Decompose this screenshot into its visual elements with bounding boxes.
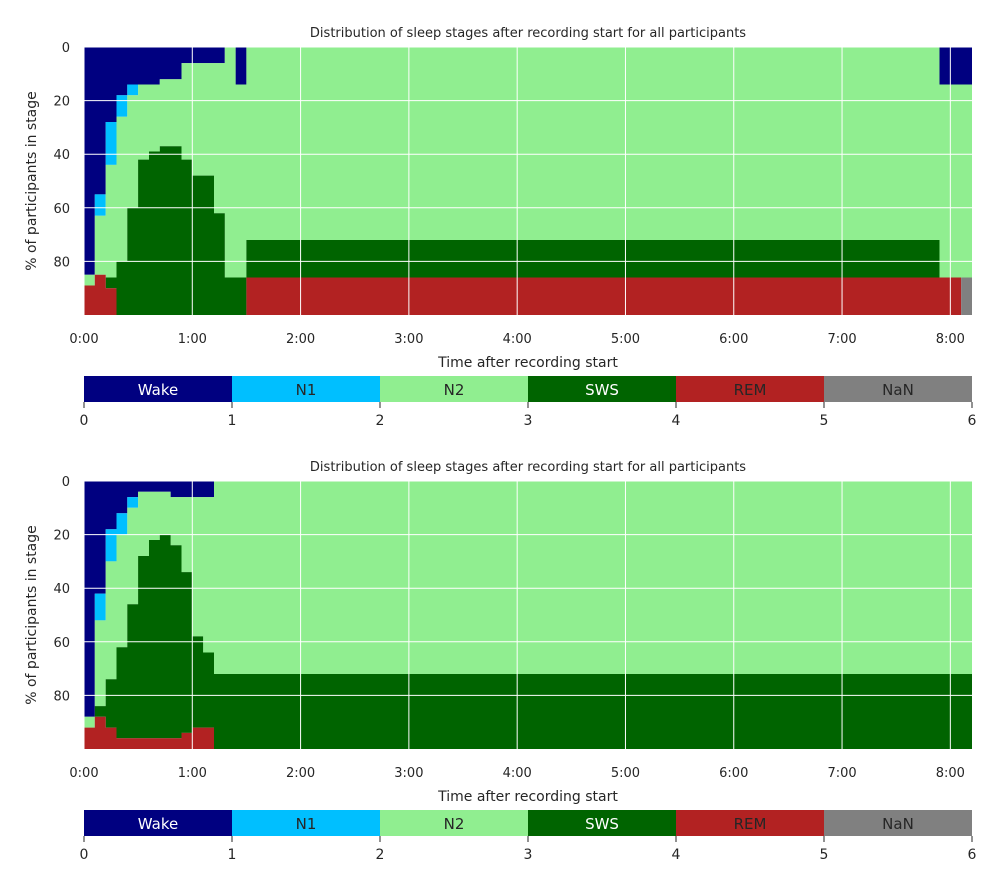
legend-tick-label: 2	[376, 847, 385, 863]
chart-panel-1: Distribution of sleep stages after recor…	[24, 26, 977, 429]
legend-swatch-rem	[676, 810, 824, 836]
legend-label-n1: N1	[296, 815, 317, 833]
y-tick-label: 60	[53, 636, 70, 651]
series-area-n2	[84, 481, 972, 728]
y-tick-label: 80	[53, 689, 70, 704]
y-tick-label: 20	[53, 95, 70, 110]
legend-tick-label: 1	[228, 413, 237, 429]
legend-swatch-sws	[528, 810, 676, 836]
legend-swatch-rem	[676, 376, 824, 402]
x-tick-label: 3:00	[394, 332, 423, 347]
x-tick-label: 1:00	[178, 766, 207, 781]
legend-tick-label: 0	[80, 847, 89, 863]
y-axis-label: % of participants in stage	[24, 525, 40, 705]
legend-tick-label: 4	[672, 847, 681, 863]
legend-label-n2: N2	[444, 815, 465, 833]
legend-label-nan: NaN	[882, 381, 914, 399]
y-tick-label: 40	[53, 148, 70, 163]
y-tick-label: 0	[62, 41, 70, 56]
legend-label-wake: Wake	[138, 381, 178, 399]
series-area-rem	[84, 240, 972, 315]
x-tick-label: 3:00	[394, 766, 423, 781]
x-tick-label: 4:00	[503, 332, 532, 347]
x-tick-label: 7:00	[827, 766, 856, 781]
y-tick-label: 0	[62, 475, 70, 490]
legend-label-sws: SWS	[585, 381, 619, 399]
chart-panel-2: Distribution of sleep stages after recor…	[24, 460, 977, 863]
y-tick-label: 80	[53, 255, 70, 270]
x-tick-label: 2:00	[286, 332, 315, 347]
legend-tick-label: 6	[968, 413, 977, 429]
series-area-wake	[84, 47, 972, 275]
legend-tick-label: 3	[524, 847, 533, 863]
y-axis-label: % of participants in stage	[24, 91, 40, 271]
legend-label-rem: REM	[734, 381, 767, 399]
series-area-sws	[84, 146, 972, 315]
legend-swatch-nan	[824, 810, 972, 836]
chart-title: Distribution of sleep stages after recor…	[310, 26, 746, 41]
x-tick-label: 0:00	[69, 766, 98, 781]
legend-swatch-n2	[380, 376, 528, 402]
x-tick-label: 2:00	[286, 766, 315, 781]
x-tick-label: 1:00	[178, 332, 207, 347]
legend-tick-label: 2	[376, 413, 385, 429]
legend-swatch-n1	[232, 376, 380, 402]
x-tick-label: 0:00	[69, 332, 98, 347]
series-area-rem	[84, 716, 972, 749]
legend-colorbar: Wake N1 N2 SWS REM NaN 0 1 2 3 4 5 6	[80, 810, 977, 863]
series-area-n2	[84, 47, 972, 286]
x-tick-label: 8:00	[936, 766, 965, 781]
legend-colorbar: Wake N1 N2 SWS REM NaN 0 1 2 3 4 5 6	[80, 376, 977, 429]
legend-swatch-n1	[232, 810, 380, 836]
legend-swatch-nan	[824, 376, 972, 402]
legend-label-wake: Wake	[138, 815, 178, 833]
legend-label-nan: NaN	[882, 815, 914, 833]
legend-label-n2: N2	[444, 381, 465, 399]
legend-label-n1: N1	[296, 381, 317, 399]
x-tick-label: 4:00	[503, 766, 532, 781]
legend-swatch-wake	[84, 376, 232, 402]
chart-title: Distribution of sleep stages after recor…	[310, 460, 746, 475]
legend-tick-label: 1	[228, 847, 237, 863]
y-tick-label: 40	[53, 582, 70, 597]
legend-swatch-n2	[380, 810, 528, 836]
legend-tick-label: 6	[968, 847, 977, 863]
legend-tick-label: 5	[820, 847, 829, 863]
legend-tick-label: 0	[80, 413, 89, 429]
legend-tick-label: 3	[524, 413, 533, 429]
legend-label-rem: REM	[734, 815, 767, 833]
x-tick-label: 6:00	[719, 332, 748, 347]
x-tick-label: 8:00	[936, 332, 965, 347]
x-axis-label: Time after recording start	[437, 789, 618, 805]
x-tick-label: 5:00	[611, 332, 640, 347]
x-axis-label: Time after recording start	[437, 355, 618, 371]
y-tick-label: 20	[53, 529, 70, 544]
legend-swatch-wake	[84, 810, 232, 836]
x-tick-label: 5:00	[611, 766, 640, 781]
y-tick-label: 60	[53, 202, 70, 217]
x-tick-label: 7:00	[827, 332, 856, 347]
legend-swatch-sws	[528, 376, 676, 402]
legend-label-sws: SWS	[585, 815, 619, 833]
x-tick-label: 6:00	[719, 766, 748, 781]
legend-tick-label: 5	[820, 413, 829, 429]
legend-tick-label: 4	[672, 413, 681, 429]
